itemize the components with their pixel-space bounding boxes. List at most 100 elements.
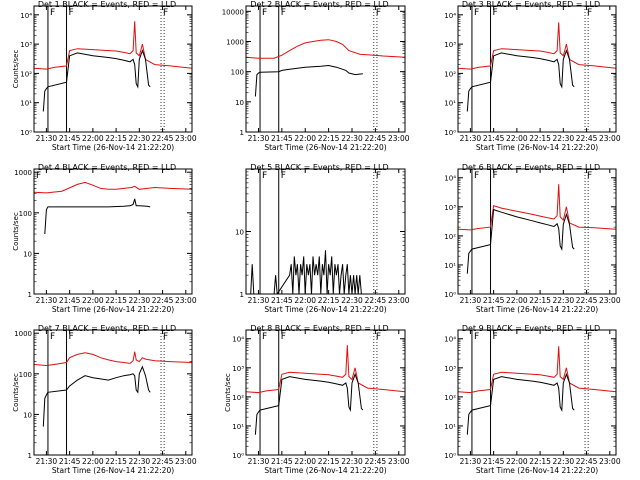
chart-title: Det 1 BLACK = Events, RED = LLD (38, 0, 176, 9)
plot-frame (33, 329, 193, 456)
series-line-lld (458, 184, 616, 231)
y-tick-label: 10² (444, 70, 456, 78)
plot-frame (33, 5, 193, 133)
x-axis-label: Start Time (26-Nov-14 21:22:20) (52, 305, 174, 314)
chart-title: Det 9 BLACK = Events, RED = LLD (462, 324, 600, 333)
x-tick-label: 22:15 (318, 457, 340, 466)
x-tick-label: 22:30 (553, 457, 575, 466)
y-tick-label: 10¹ (232, 423, 244, 431)
flag-marker: F (163, 332, 168, 342)
series-line-events (42, 49, 151, 112)
x-tick-label: 22:15 (529, 296, 551, 305)
y-tick-label: 10000 (222, 8, 244, 16)
y-tick-label: 1 (240, 129, 244, 137)
y-tick-label: 100 (19, 371, 32, 379)
plot-frame (457, 5, 617, 133)
x-axis-label: Start Time (26-Nov-14 21:22:20) (264, 305, 386, 314)
y-tick-label: 10⁰ (444, 129, 456, 137)
x-tick-label: 21:45 (483, 296, 505, 305)
chart-title: Det 4 BLACK = Events, RED = LLD (38, 163, 176, 172)
x-tick-label: 23:00 (388, 296, 410, 305)
x-tick-label: 21:45 (59, 457, 81, 466)
x-tick-label: 23:00 (388, 134, 410, 143)
x-tick-label: 23:00 (175, 457, 197, 466)
flag-marker: F (376, 8, 381, 18)
flag-marker: F (493, 8, 498, 18)
x-tick-label: 21:30 (248, 457, 270, 466)
y-axis-label: Counts/sec (224, 373, 232, 412)
y-tick-label: 1000 (14, 330, 32, 338)
y-tick-label: 10⁰ (232, 452, 244, 460)
x-tick-label: 22:00 (294, 134, 316, 143)
x-tick-label: 21:30 (460, 296, 482, 305)
x-tick-label: 22:15 (105, 134, 127, 143)
x-tick-label: 22:30 (553, 296, 575, 305)
x-axis-label: Start Time (26-Nov-14 21:22:20) (476, 305, 598, 314)
y-axis-label: Counts/sec (12, 373, 20, 412)
x-tick-label: 21:30 (248, 134, 270, 143)
series-line-events (466, 372, 575, 435)
y-tick-label: 10⁰ (444, 291, 456, 299)
x-tick-label: 21:30 (36, 134, 58, 143)
x-axis-label: Start Time (26-Nov-14 21:22:20) (52, 143, 174, 152)
y-tick-label: 10¹ (444, 100, 456, 108)
y-tick-label: 10 (235, 99, 244, 107)
series-line-events (250, 250, 363, 294)
y-tick-label: 10 (23, 411, 32, 419)
flag-marker: F (36, 171, 41, 181)
flag-marker: F (587, 332, 592, 342)
x-tick-label: 22:45 (576, 296, 598, 305)
series-line-lld (34, 351, 192, 367)
flag-marker: F (281, 171, 286, 181)
flag-marker: F (587, 8, 592, 18)
flag-marker: F (493, 171, 498, 181)
series-line-events (254, 372, 364, 435)
series-line-lld (458, 22, 616, 70)
x-tick-label: 22:00 (82, 296, 104, 305)
series-line-lld (458, 346, 616, 394)
flag-marker: F (474, 8, 479, 18)
x-tick-label: 22:00 (506, 134, 528, 143)
x-tick-label: 23:00 (599, 296, 621, 305)
y-tick-label: 10³ (444, 365, 456, 373)
y-tick-label: 1 (28, 291, 32, 299)
x-tick-label: 22:45 (152, 457, 174, 466)
x-tick-label: 21:45 (271, 457, 293, 466)
y-tick-label: 1 (240, 291, 244, 299)
x-tick-label: 23:00 (599, 457, 621, 466)
x-tick-label: 22:30 (341, 134, 363, 143)
y-tick-label: 1 (28, 452, 32, 460)
flag-marker: F (50, 8, 55, 18)
y-tick-label: 10 (235, 229, 244, 237)
series-line-events (466, 208, 575, 274)
flag-marker: F (474, 171, 479, 181)
y-tick-label: 10⁴ (232, 336, 244, 344)
x-tick-label: 22:30 (129, 134, 151, 143)
y-tick-label: 10² (444, 394, 456, 402)
x-tick-label: 22:00 (294, 296, 316, 305)
flag-marker: F (163, 8, 168, 18)
plot-frame (245, 168, 406, 295)
chart-title: Det 6 BLACK = Events, RED = LLD (462, 163, 600, 172)
x-tick-label: 21:45 (483, 457, 505, 466)
x-tick-label: 22:00 (294, 457, 316, 466)
flag-marker: F (281, 8, 286, 18)
flag-marker: F (69, 8, 74, 18)
y-tick-label: 10² (232, 394, 244, 402)
flag-marker: F (376, 332, 381, 342)
series-line-lld (246, 345, 405, 394)
x-tick-label: 22:15 (529, 134, 551, 143)
y-axis-label: Counts/sec (12, 212, 20, 251)
x-tick-label: 21:30 (460, 457, 482, 466)
x-tick-label: 22:30 (129, 296, 151, 305)
y-tick-label: 10⁴ (444, 175, 456, 183)
x-tick-label: 22:15 (529, 457, 551, 466)
y-tick-label: 10³ (444, 41, 456, 49)
x-axis-label: Start Time (26-Nov-14 21:22:20) (476, 466, 598, 475)
chart-title: Det 3 BLACK = Events, RED = LLD (462, 0, 600, 9)
series-line-lld (34, 181, 192, 194)
y-tick-label: 10⁴ (20, 12, 32, 20)
